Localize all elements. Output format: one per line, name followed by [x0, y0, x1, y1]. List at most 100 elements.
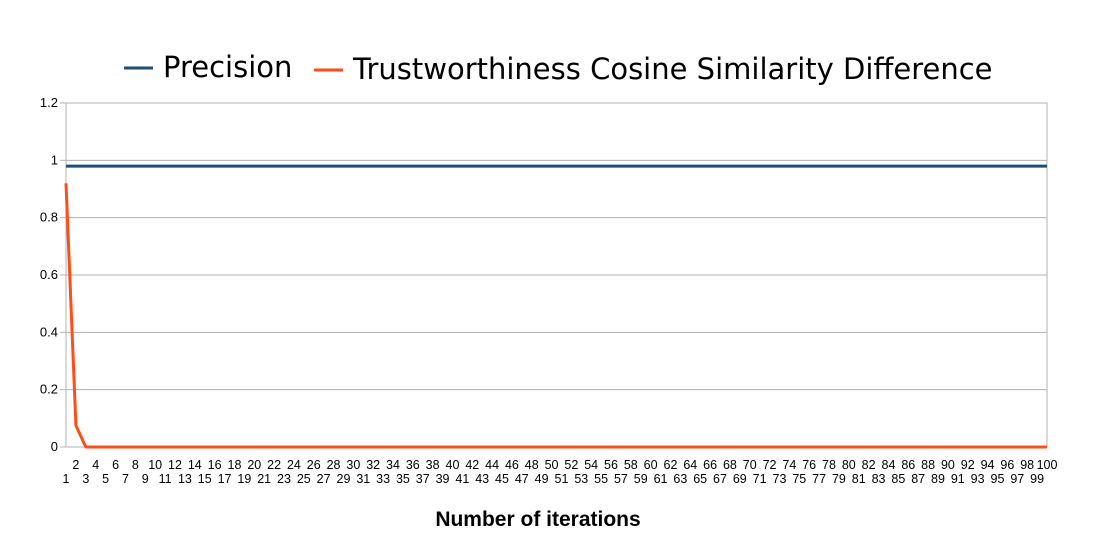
legend: Precision Trustworthiness Cosine Similar… [124, 50, 993, 86]
x-tick-label: 84 [882, 458, 896, 472]
x-tick-label: 55 [594, 472, 608, 486]
x-tick-label: 2 [72, 458, 79, 472]
x-tick-label: 53 [574, 472, 588, 486]
x-tick-label: 44 [485, 458, 499, 472]
x-tick-label: 23 [277, 472, 291, 486]
x-tick-label: 91 [951, 472, 965, 486]
x-tick-label: 34 [386, 458, 400, 472]
x-tick-label: 75 [792, 472, 806, 486]
x-tick-label: 10 [148, 458, 162, 472]
x-tick-label: 63 [673, 472, 687, 486]
x-tick-label: 83 [872, 472, 886, 486]
x-tick-label: 68 [723, 458, 737, 472]
x-tick-label: 20 [247, 458, 261, 472]
x-tick-label: 100 [1037, 458, 1058, 472]
x-tick-label: 9 [142, 472, 149, 486]
y-tick-label: 0.2 [40, 382, 58, 397]
x-tick-label: 67 [713, 472, 727, 486]
x-tick-label: 47 [515, 472, 529, 486]
x-tick-label: 37 [416, 472, 430, 486]
x-tick-label: 46 [505, 458, 519, 472]
x-tick-label: 66 [703, 458, 717, 472]
x-tick-label: 71 [753, 472, 767, 486]
x-tick-label: 74 [782, 458, 796, 472]
x-tick-label: 42 [465, 458, 479, 472]
x-tick-label: 40 [446, 458, 460, 472]
x-tick-label: 25 [297, 472, 311, 486]
x-tick-label: 36 [406, 458, 420, 472]
legend-label-trustworthiness: Trustworthiness Cosine Similarity Differ… [352, 52, 993, 86]
x-tick-label: 89 [931, 472, 945, 486]
y-tick-label: 0.6 [40, 267, 58, 282]
x-tick-label: 15 [198, 472, 212, 486]
x-tick-label: 30 [346, 458, 360, 472]
y-tick-label: 0 [51, 439, 58, 454]
x-tick-label: 49 [535, 472, 549, 486]
x-tick-label: 41 [455, 472, 469, 486]
x-tick-label: 87 [911, 472, 925, 486]
x-tick-label: 90 [941, 458, 955, 472]
x-tick-label: 54 [584, 458, 598, 472]
x-tick-label: 95 [991, 472, 1005, 486]
x-tick-label: 21 [257, 472, 271, 486]
x-tick-label: 86 [901, 458, 915, 472]
x-tick-label: 52 [564, 458, 578, 472]
x-tick-label: 43 [475, 472, 489, 486]
x-tick-label: 59 [634, 472, 648, 486]
x-tick-label: 94 [981, 458, 995, 472]
x-tick-label: 99 [1030, 472, 1044, 486]
x-tick-label: 39 [436, 472, 450, 486]
x-tick-label: 93 [971, 472, 985, 486]
x-tick-label: 7 [122, 472, 129, 486]
x-tick-label: 76 [802, 458, 816, 472]
x-tick-label: 31 [356, 472, 370, 486]
y-tick-label: 1 [51, 152, 58, 167]
x-tick-label: 78 [822, 458, 836, 472]
x-axis-label: Number of iterations [435, 508, 640, 531]
x-tick-label: 77 [812, 472, 826, 486]
x-tick-label: 80 [842, 458, 856, 472]
x-tick-label: 32 [366, 458, 380, 472]
x-tick-label: 70 [743, 458, 757, 472]
x-tick-label: 48 [525, 458, 539, 472]
y-axis-ticks: 0 0.2 0.4 0.6 0.8 1 1.2 [40, 95, 66, 454]
x-tick-label: 51 [555, 472, 569, 486]
gridlines [66, 102, 1047, 448]
x-tick-label: 35 [396, 472, 410, 486]
x-tick-label: 1 [63, 472, 70, 486]
x-tick-label: 73 [773, 472, 787, 486]
x-tick-label: 69 [733, 472, 747, 486]
x-tick-label: 57 [614, 472, 628, 486]
x-tick-label: 97 [1010, 472, 1024, 486]
x-tick-label: 17 [218, 472, 232, 486]
y-tick-label: 1.2 [40, 95, 58, 110]
x-tick-label: 79 [832, 472, 846, 486]
x-tick-label: 27 [317, 472, 331, 486]
x-tick-label: 62 [664, 458, 678, 472]
x-tick-label: 11 [159, 472, 172, 486]
x-tick-label: 6 [112, 458, 119, 472]
y-tick-label: 0.8 [40, 210, 58, 225]
x-tick-label: 50 [545, 458, 559, 472]
x-tick-label: 64 [683, 458, 697, 472]
series-lines [64, 164, 1047, 449]
series-line [64, 183, 1047, 449]
x-tick-label: 88 [921, 458, 935, 472]
x-tick-label: 28 [327, 458, 341, 472]
x-tick-label: 81 [852, 472, 866, 486]
x-tick-label: 98 [1020, 458, 1034, 472]
x-tick-label: 85 [891, 472, 905, 486]
y-tick-label: 0.4 [40, 324, 58, 339]
x-tick-label: 22 [267, 458, 281, 472]
x-tick-label: 18 [228, 458, 242, 472]
x-tick-label: 29 [337, 472, 351, 486]
x-tick-label: 82 [862, 458, 876, 472]
x-tick-label: 16 [208, 458, 222, 472]
x-tick-label: 92 [961, 458, 975, 472]
x-tick-label: 13 [178, 472, 192, 486]
x-tick-label: 60 [644, 458, 658, 472]
x-tick-label: 72 [763, 458, 777, 472]
x-tick-label: 61 [654, 472, 668, 486]
x-tick-label: 38 [426, 458, 440, 472]
x-tick-label: 26 [307, 458, 321, 472]
